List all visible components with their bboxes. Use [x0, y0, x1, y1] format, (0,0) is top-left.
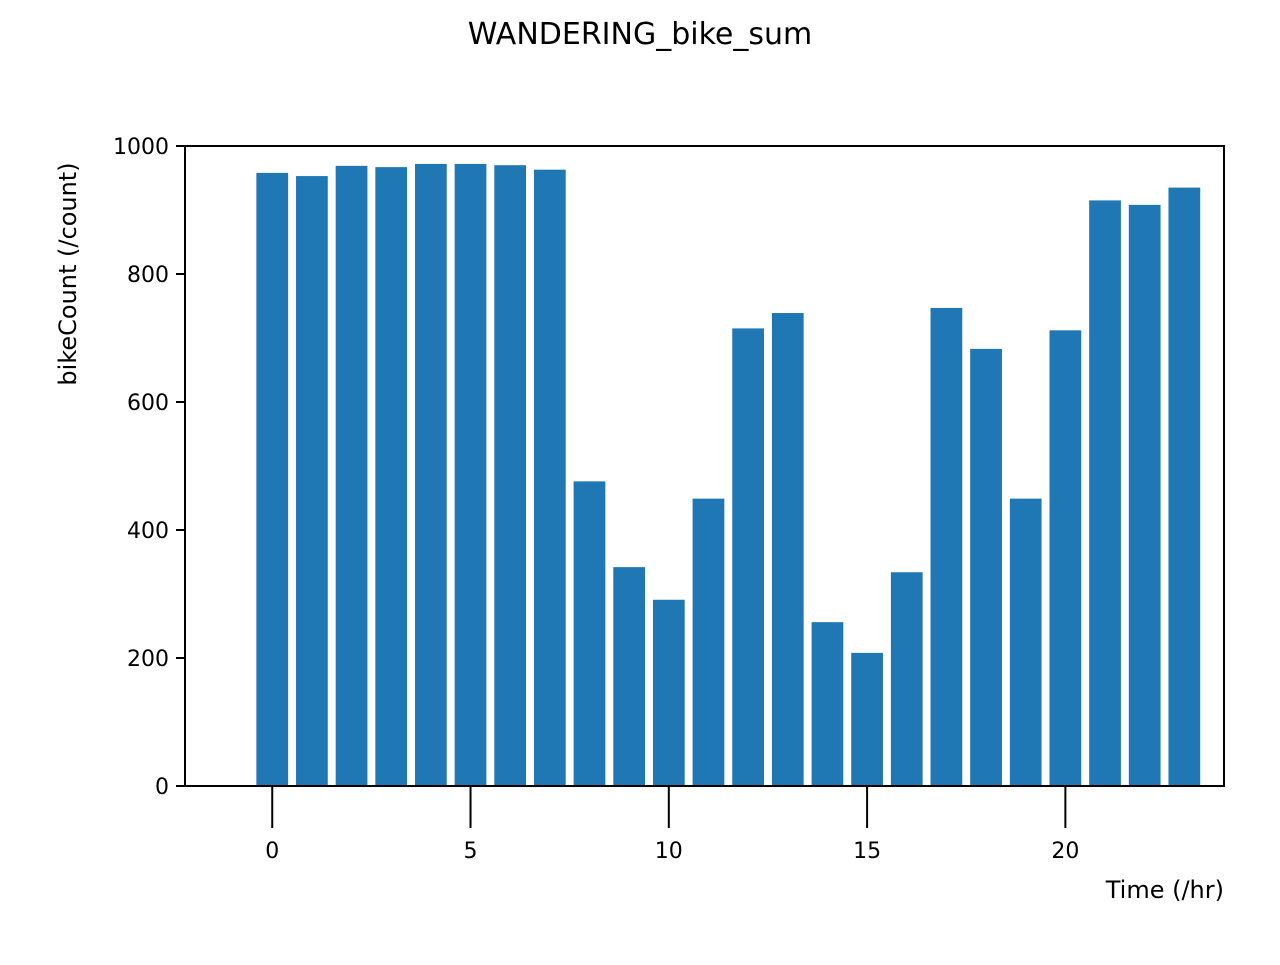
y-tick-label: 600 [127, 391, 169, 416]
bar-hour-14 [811, 622, 844, 786]
bar-hour-18 [970, 348, 1002, 786]
x-tick-label: 20 [1051, 839, 1079, 864]
bar-hour-22 [1128, 204, 1161, 786]
y-tick-label: 400 [127, 519, 169, 544]
y-tick-label: 1000 [113, 135, 169, 160]
bar-hour-0 [256, 172, 289, 786]
bar-hour-6 [494, 165, 527, 786]
plot-frame [184, 145, 1225, 787]
bar-hour-23 [1168, 187, 1201, 787]
y-tick-label: 800 [127, 263, 169, 288]
bar-hour-3 [375, 167, 408, 786]
bar-hour-1 [296, 176, 328, 786]
bar-hour-11 [692, 498, 725, 786]
y-tick-label: 0 [155, 775, 169, 800]
bar-hour-16 [890, 572, 923, 786]
x-tick-label: 5 [464, 839, 478, 864]
bar-hour-5 [454, 163, 487, 787]
x-axis-ticks: 0 5 10 15 20 [265, 786, 1079, 864]
x-tick-label: 10 [655, 839, 683, 864]
bars-group [256, 163, 1201, 787]
bar-hour-10 [652, 599, 685, 786]
bar-hour-17 [930, 307, 963, 786]
bar-hour-21 [1089, 200, 1121, 786]
bar-hour-15 [851, 652, 883, 786]
y-axis-ticks: 0 200 400 600 800 1000 [113, 135, 185, 800]
x-tick-label: 0 [265, 839, 279, 864]
bar-hour-8 [573, 481, 606, 786]
x-axis-label: Time (/hr) [1105, 876, 1224, 904]
y-axis-label: bikeCount (/count) [54, 162, 82, 385]
x-tick-label: 15 [853, 839, 881, 864]
bar-hour-4 [415, 163, 447, 787]
bar-hour-7 [533, 169, 566, 786]
bar-hour-9 [613, 567, 646, 786]
bar-hour-12 [732, 328, 764, 786]
y-tick-label: 200 [127, 647, 169, 672]
bar-hour-19 [1009, 498, 1042, 786]
bar-hour-13 [771, 313, 804, 786]
chart-title: WANDERING_bike_sum [468, 17, 812, 52]
bar-hour-2 [335, 165, 368, 787]
bar-hour-20 [1049, 330, 1082, 786]
